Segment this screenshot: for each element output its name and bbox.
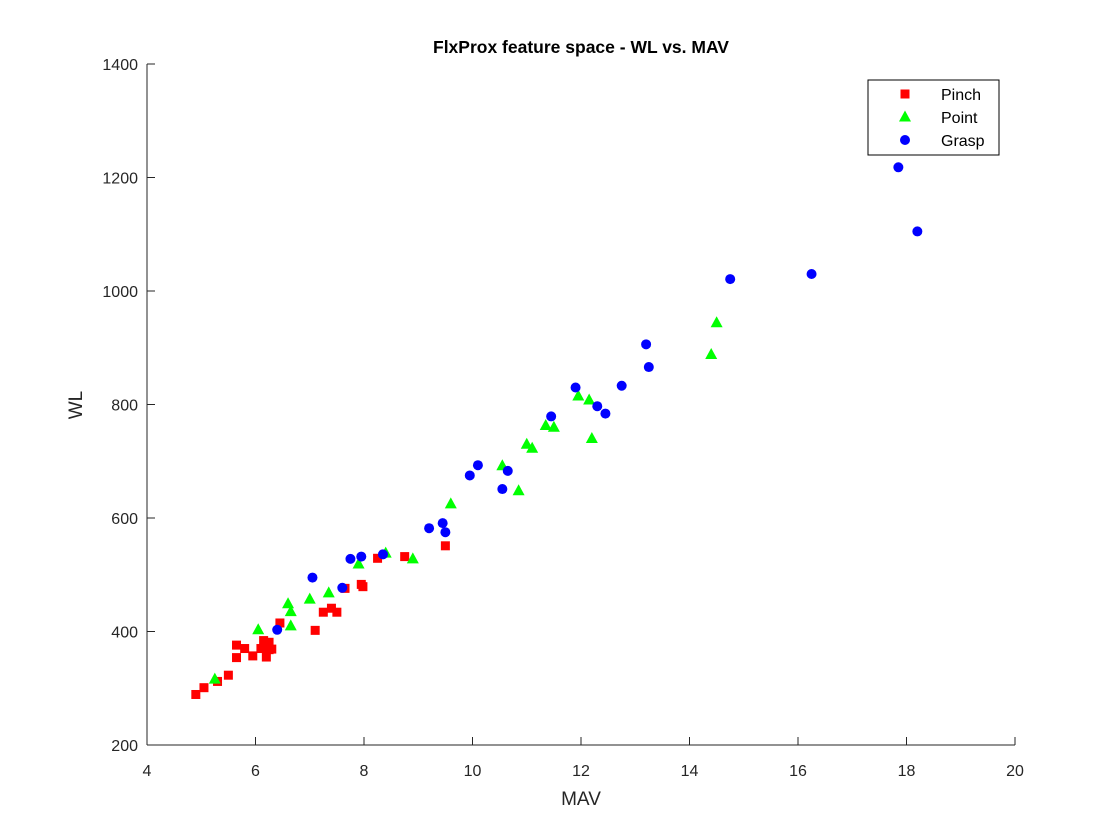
- x-tick-label: 4: [143, 763, 152, 780]
- legend-grasp-label: Grasp: [941, 133, 985, 150]
- grasp-point: [725, 274, 736, 285]
- legend: Pinch Point Grasp: [867, 79, 1000, 156]
- point-point: [208, 672, 221, 684]
- legend-grasp-marker: [900, 135, 910, 145]
- x-tick-label: 8: [360, 763, 369, 780]
- legend-pinch-label: Pinch: [941, 87, 981, 104]
- grasp-point: [356, 551, 367, 562]
- grasp-point: [345, 553, 356, 564]
- point-point: [322, 586, 335, 598]
- point-point: [284, 619, 297, 631]
- point-point: [539, 418, 552, 430]
- y-tick-label: 1200: [102, 171, 138, 188]
- x-axis-label: MAV: [561, 789, 601, 810]
- grasp-point: [497, 484, 508, 495]
- data-markers: [191, 162, 923, 699]
- y-tick-label: 1400: [102, 57, 138, 74]
- chart-title: FlxProx feature space - WL vs. MAV: [433, 37, 729, 57]
- y-tick-label: 800: [111, 398, 138, 415]
- x-tick-label: 6: [251, 763, 260, 780]
- point-point: [406, 552, 419, 564]
- x-tick-label: 20: [1006, 763, 1024, 780]
- grasp-point: [337, 582, 348, 593]
- pinch-point: [223, 670, 233, 680]
- pinch-point: [256, 644, 266, 654]
- x-tick-label: 16: [789, 763, 807, 780]
- grasp-point: [641, 339, 652, 350]
- grasp-point: [272, 624, 283, 635]
- pinch-point: [318, 607, 328, 617]
- point-point: [303, 592, 316, 604]
- grasp-point: [592, 401, 603, 412]
- grasp-point: [437, 518, 448, 529]
- point-point: [252, 623, 265, 635]
- grasp-point: [440, 527, 451, 538]
- pinch-point: [259, 636, 269, 646]
- grasp-point: [377, 549, 388, 560]
- pinch-point: [373, 553, 383, 563]
- pinch-point: [275, 618, 285, 628]
- pinch-point: [199, 683, 209, 693]
- y-tick-label: 1000: [102, 284, 138, 301]
- point-point: [547, 420, 560, 432]
- legend-pinch-marker: [900, 89, 910, 99]
- x-tick-label: 12: [572, 763, 590, 780]
- y-tick-label: 200: [111, 738, 138, 755]
- plot-area: [147, 64, 1015, 745]
- pinch-point: [267, 644, 277, 654]
- point-point: [585, 432, 598, 444]
- pinch-point: [400, 552, 410, 562]
- point-point: [705, 348, 718, 360]
- pinch-point: [358, 582, 368, 592]
- grasp-point: [424, 523, 435, 534]
- pinch-point: [240, 644, 250, 654]
- grasp-point: [472, 460, 483, 471]
- grasp-point: [307, 572, 318, 583]
- x-tick-label: 18: [898, 763, 916, 780]
- grasp-point: [464, 470, 475, 481]
- point-point: [352, 557, 365, 569]
- point-point: [583, 393, 596, 405]
- point-point: [284, 605, 297, 617]
- pinch-point: [232, 640, 242, 650]
- pinch-point: [310, 625, 320, 635]
- pinch-point: [264, 637, 274, 647]
- y-axis-label: WL: [66, 391, 87, 420]
- y-tick-label: 400: [111, 625, 138, 642]
- grasp-point: [546, 411, 557, 422]
- y-axis-ticks: 200 400 600 800 1000 1200 1400: [102, 57, 155, 755]
- pinch-point: [440, 541, 450, 551]
- grasp-point: [643, 362, 654, 373]
- pinch-point: [261, 652, 271, 662]
- pinch-point: [232, 653, 242, 663]
- pinch-point: [326, 603, 336, 613]
- grasp-point: [893, 162, 904, 173]
- grasp-point: [912, 226, 923, 237]
- pinch-point: [248, 651, 258, 661]
- point-point: [444, 497, 457, 509]
- point-point: [710, 316, 723, 328]
- point-point: [572, 389, 585, 401]
- x-tick-label: 10: [464, 763, 482, 780]
- point-point: [526, 441, 539, 453]
- x-axis-ticks: 4 6 8 10 12 14 16 18 20: [143, 737, 1024, 780]
- point-point: [520, 437, 533, 449]
- pinch-point: [191, 689, 201, 699]
- grasp-point: [616, 380, 627, 391]
- grasp-point: [806, 268, 817, 279]
- x-tick-label: 14: [681, 763, 699, 780]
- point-point: [282, 597, 295, 609]
- grasp-point: [600, 408, 611, 419]
- point-point: [512, 484, 525, 496]
- legend-point-marker: [899, 110, 911, 122]
- pinch-point: [332, 607, 342, 617]
- grasp-point: [570, 382, 581, 393]
- legend-box: [867, 79, 1000, 156]
- grasp-point: [502, 465, 513, 476]
- legend-point-label: Point: [941, 110, 978, 127]
- y-tick-label: 600: [111, 511, 138, 528]
